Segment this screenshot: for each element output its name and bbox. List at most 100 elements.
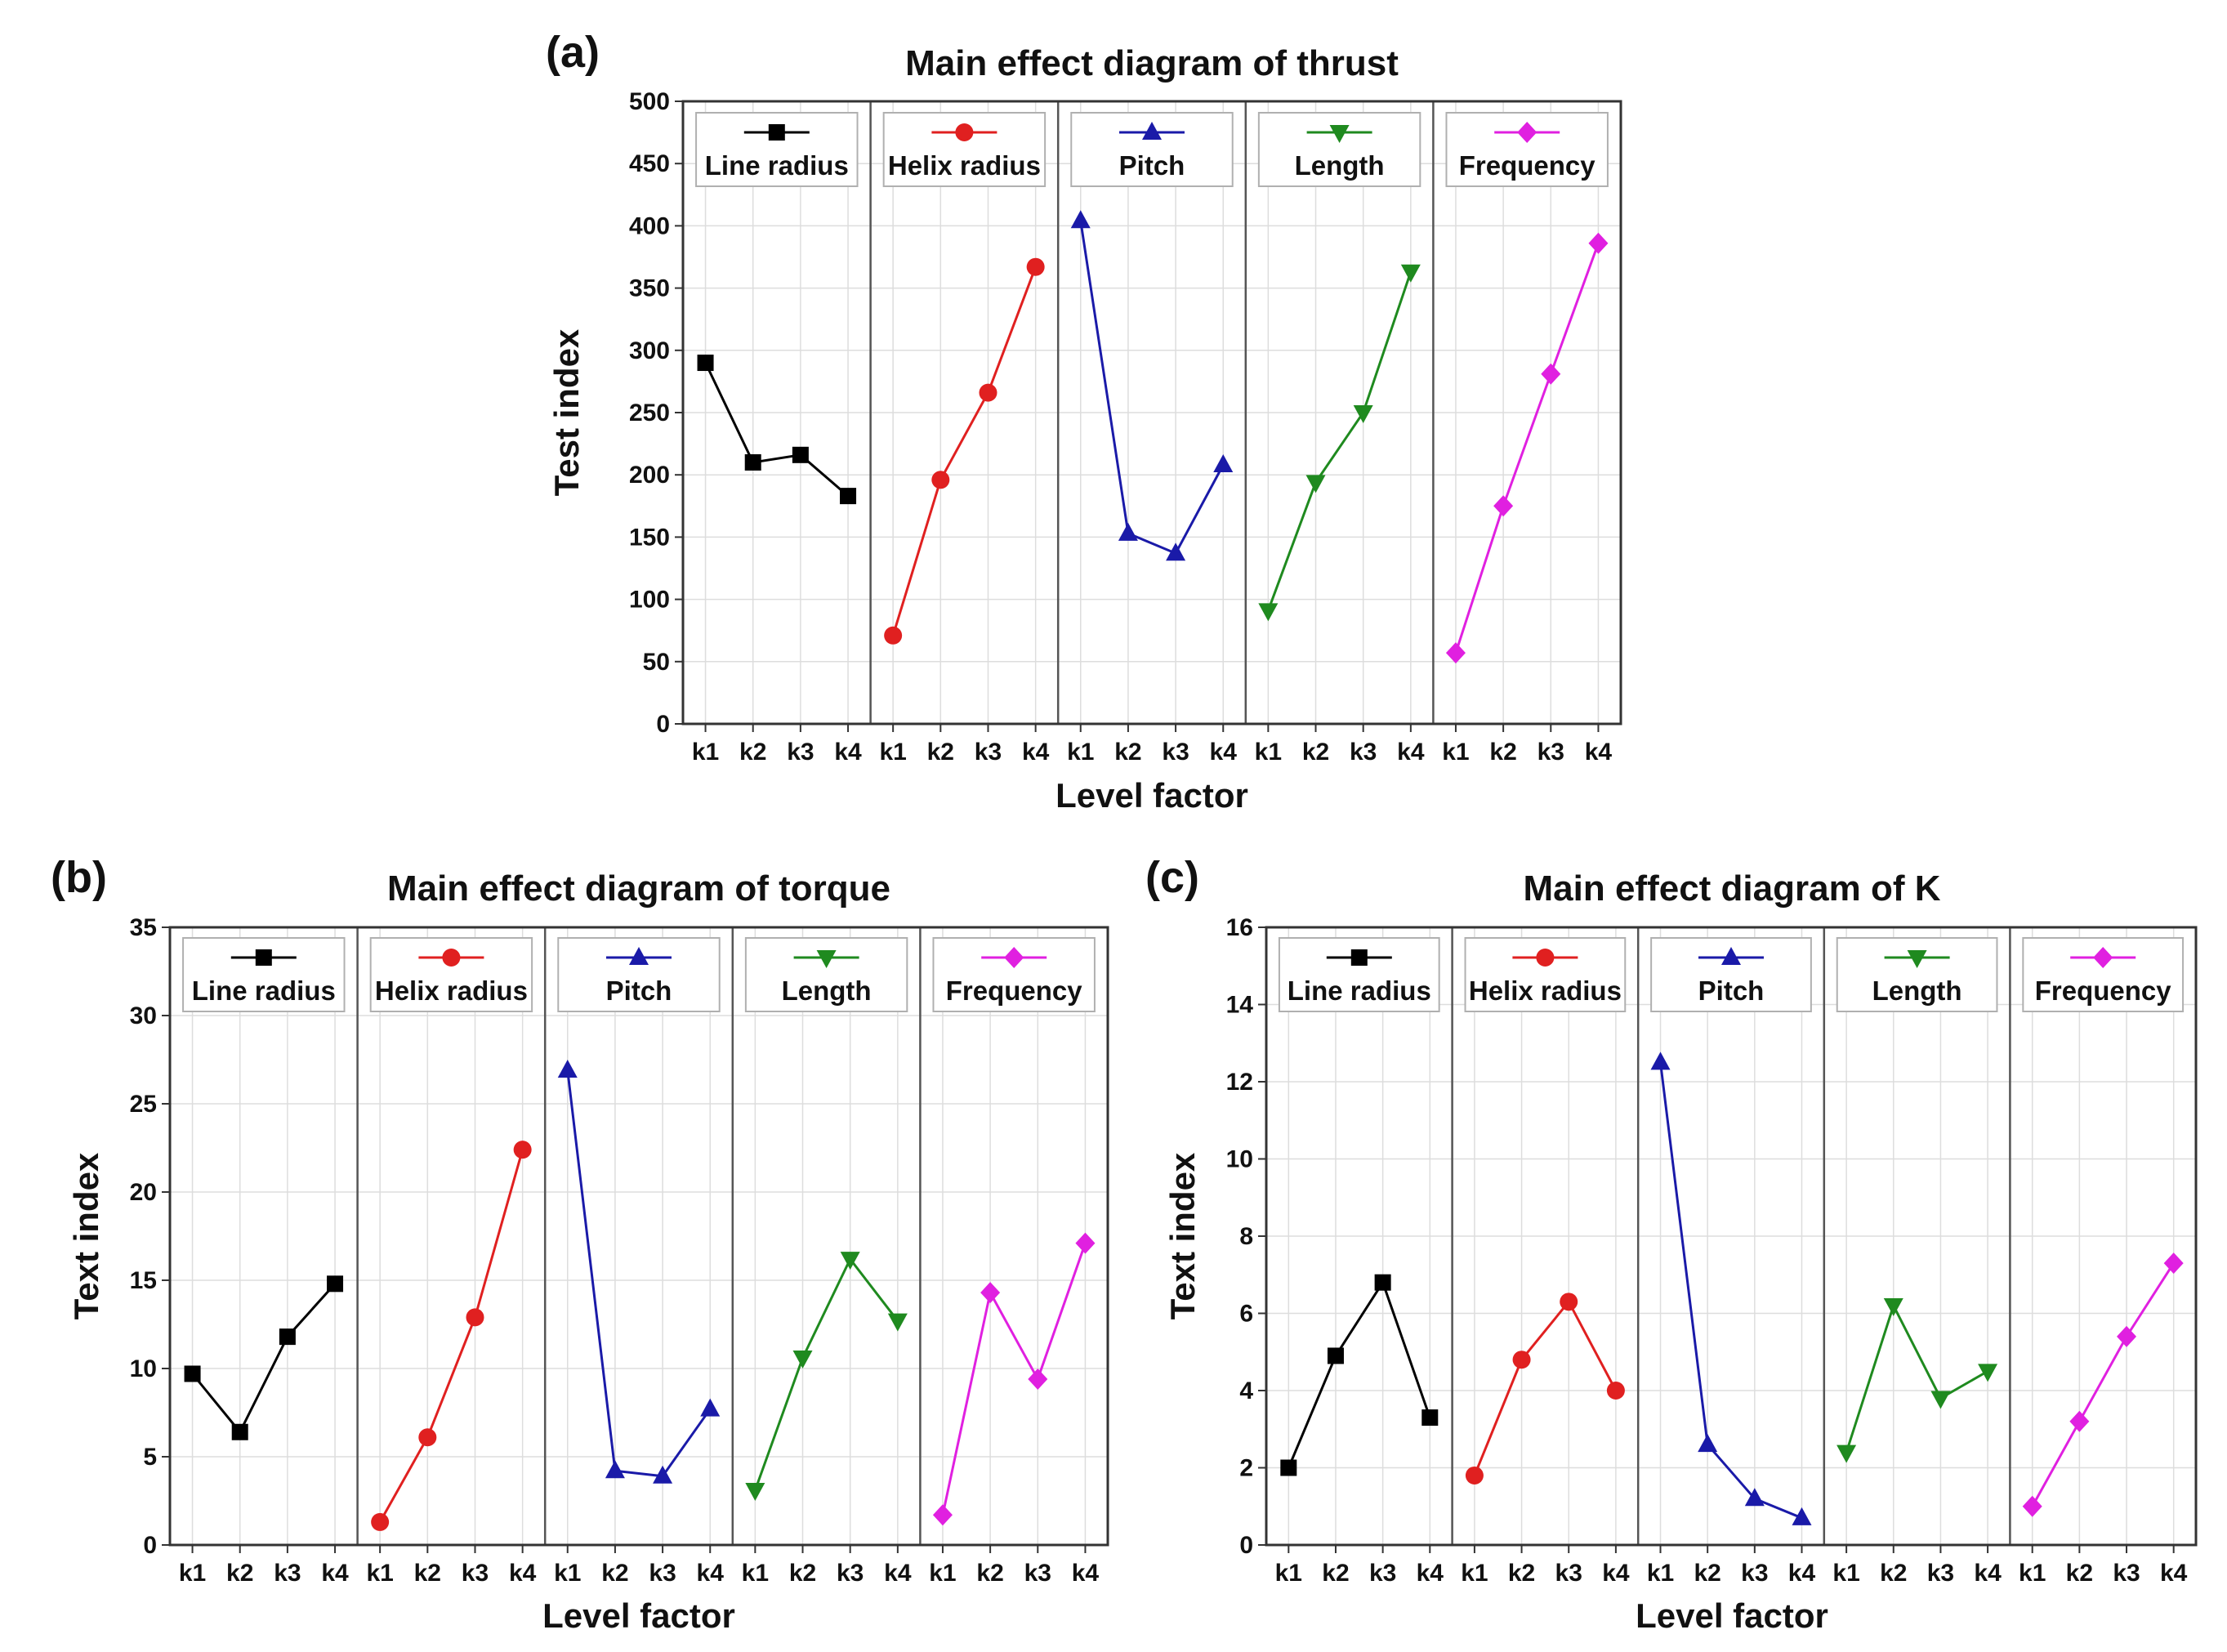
x-tick-label: k2 <box>1694 1560 1720 1587</box>
x-tick-label: k1 <box>742 1560 769 1587</box>
x-tick-label: k3 <box>787 739 814 766</box>
legend-label: Line radius <box>192 976 336 1006</box>
y-tick-label: 10 <box>1226 1146 1253 1173</box>
data-point <box>700 1398 721 1417</box>
chart-panel-b: (b) Main effect diagram of torque 0 5 10 15 20… <box>51 853 1109 1635</box>
y-tick-label: 35 <box>130 914 157 941</box>
data-point <box>653 1465 673 1484</box>
data-point <box>1744 1488 1765 1507</box>
x-tick-label: k4 <box>834 739 862 766</box>
y-tick-label: 30 <box>130 1002 157 1029</box>
legend-entry: Frequency <box>932 937 1096 1012</box>
data-point <box>1698 1434 1718 1453</box>
data-point <box>792 446 809 463</box>
factor-subpanel-helix-radius: k1 k2 k3 k4 Helix radius <box>356 927 537 1587</box>
factor-subpanel-line-radius: k1 k2 k3 k4 Line radius <box>692 112 862 766</box>
x-tick-label: k4 <box>1072 1560 1100 1587</box>
x-tick-label: k3 <box>1555 1560 1582 1587</box>
x-tick-label: k3 <box>1350 739 1377 766</box>
legend-label: Line radius <box>705 150 849 181</box>
factor-subpanel-frequency: k1 k2 k3 k4 Frequency <box>2009 927 2188 1587</box>
x-tick-label: k4 <box>1022 739 1050 766</box>
chart-title: Main effect diagram of K <box>1524 868 1941 909</box>
x-tick-label: k3 <box>274 1560 301 1587</box>
x-tick-label: k4 <box>509 1560 537 1587</box>
data-point <box>1305 475 1326 493</box>
series-line <box>191 1283 337 1435</box>
legend-marker <box>2093 947 2113 968</box>
data-point <box>792 1351 813 1369</box>
x-axis-label: Level factor <box>1055 776 1248 815</box>
data-point <box>418 1428 437 1447</box>
y-tick-label: 300 <box>629 337 670 364</box>
x-tick-label: k1 <box>879 739 906 766</box>
factor-subpanel-pitch: k1 k2 k3 k4 Pitch <box>1056 101 1237 766</box>
x-tick-label: k2 <box>1508 1560 1535 1587</box>
series-line <box>1287 1279 1431 1469</box>
legend-label: Length <box>1295 150 1385 181</box>
legend-entry: Pitch <box>1650 937 1812 1012</box>
legend-entry: Length <box>1836 937 1998 1012</box>
x-tick-label: k1 <box>554 1560 581 1587</box>
data-point <box>1883 1298 1903 1317</box>
factor-subpanel-length: k1 k2 k3 k4 Length <box>1823 927 2002 1587</box>
chart-title: Main effect diagram of thrust <box>905 43 1399 83</box>
legend-entry: Helix radius <box>882 112 1047 187</box>
x-tick-label: k2 <box>1322 1560 1349 1587</box>
legend-label: Length <box>782 976 872 1006</box>
factor-subpanel-line-radius: k1 k2 k3 k4 Line radius <box>1275 937 1444 1587</box>
data-point <box>557 1059 578 1078</box>
legend-label: Line radius <box>1288 976 1431 1006</box>
data-point <box>1166 542 1186 561</box>
data-point <box>1493 495 1514 517</box>
factor-subpanel-pitch: k1 k2 k3 k4 Pitch <box>1636 927 1815 1587</box>
x-tick-label: k2 <box>601 1560 628 1587</box>
x-tick-label: k4 <box>1602 1560 1630 1587</box>
series-line <box>1266 271 1413 611</box>
data-point <box>1213 454 1234 473</box>
legend-marker <box>1517 122 1537 143</box>
plot-frame <box>681 100 1622 726</box>
data-point <box>2163 1252 2184 1275</box>
legend-label: Helix radius <box>1469 976 1622 1006</box>
legend-entry: Length <box>744 937 908 1012</box>
x-tick-label: k1 <box>2019 1560 2046 1587</box>
data-point <box>1118 522 1138 541</box>
x-tick-label: k2 <box>789 1560 816 1587</box>
legend-entry: Frequency <box>2022 937 2185 1012</box>
x-tick-label: k2 <box>1489 739 1516 766</box>
data-point <box>980 1282 1001 1304</box>
x-tick-label: k1 <box>1067 739 1094 766</box>
legend-label: Pitch <box>1698 976 1765 1006</box>
x-tick-label: k3 <box>649 1560 676 1587</box>
data-point <box>1541 363 1561 385</box>
data-point <box>1327 1347 1344 1364</box>
x-tick-label: k1 <box>929 1560 956 1587</box>
x-tick-label: k1 <box>1255 739 1282 766</box>
x-tick-label: k3 <box>837 1560 864 1587</box>
y-tick-label: 4 <box>1239 1377 1253 1404</box>
data-point <box>1028 1368 1048 1390</box>
data-point <box>887 1313 908 1332</box>
y-tick-label: 25 <box>130 1091 157 1118</box>
y-tick-label: 350 <box>629 275 670 302</box>
x-tick-label: k2 <box>414 1560 441 1587</box>
legend-marker <box>816 950 837 968</box>
y-tick-label: 8 <box>1239 1223 1253 1250</box>
y-tick-label: 12 <box>1226 1069 1253 1096</box>
x-tick-label: k4 <box>1974 1560 2002 1587</box>
data-point <box>979 383 997 402</box>
x-tick-label: k3 <box>2113 1560 2140 1587</box>
factor-subpanel-frequency: k1 k2 k3 k4 Frequency <box>1432 101 1612 766</box>
y-axis-label: Test index <box>547 328 586 496</box>
x-tick-label: k1 <box>1442 739 1469 766</box>
series-line <box>2031 1262 2175 1507</box>
data-point <box>884 626 903 645</box>
x-tick-label: k1 <box>692 739 719 766</box>
factor-subpanel-length: k1 k2 k3 k4 Length <box>731 927 912 1587</box>
legend-marker <box>255 949 272 966</box>
legend-entry: Helix radius <box>369 937 533 1012</box>
plot-frame <box>1265 926 2198 1547</box>
x-tick-label: k1 <box>179 1560 206 1587</box>
x-tick-label: k3 <box>1537 739 1564 766</box>
